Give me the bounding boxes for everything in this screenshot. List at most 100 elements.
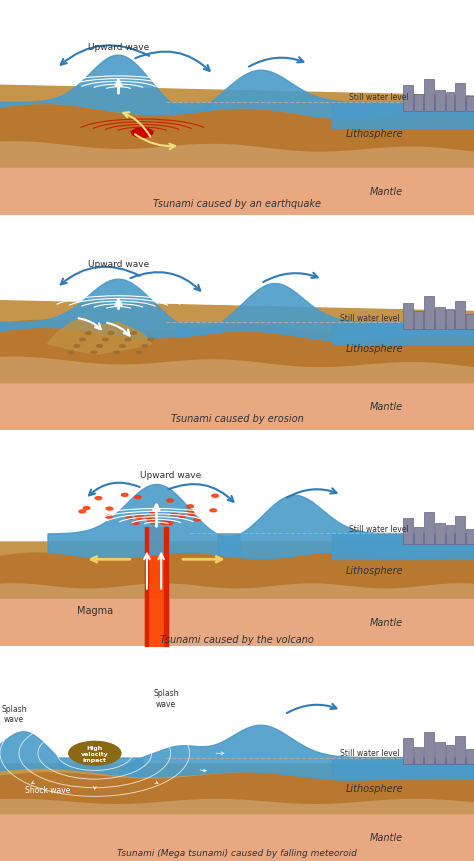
- Circle shape: [146, 494, 152, 498]
- Text: Mantle: Mantle: [370, 402, 403, 412]
- Polygon shape: [414, 527, 423, 545]
- Circle shape: [137, 351, 142, 355]
- Polygon shape: [403, 86, 413, 112]
- Polygon shape: [466, 314, 474, 329]
- Circle shape: [69, 741, 121, 765]
- Text: Tsunami caused by erosion: Tsunami caused by erosion: [171, 414, 303, 424]
- Circle shape: [91, 351, 97, 355]
- Polygon shape: [424, 80, 434, 112]
- Polygon shape: [446, 310, 454, 329]
- Text: Shock wave: Shock wave: [25, 785, 70, 794]
- Polygon shape: [414, 95, 423, 112]
- Polygon shape: [403, 518, 413, 545]
- Text: Still water level: Still water level: [340, 313, 400, 322]
- Circle shape: [170, 519, 177, 522]
- Circle shape: [100, 503, 107, 505]
- Circle shape: [228, 502, 235, 505]
- Circle shape: [140, 514, 146, 517]
- Text: Tsunami (Mega tsunami) caused by falling meteoroid: Tsunami (Mega tsunami) caused by falling…: [117, 847, 357, 857]
- Circle shape: [140, 507, 147, 511]
- Circle shape: [204, 511, 210, 513]
- Text: Mantle: Mantle: [370, 617, 403, 627]
- Circle shape: [238, 505, 245, 507]
- Circle shape: [143, 506, 150, 510]
- Circle shape: [150, 516, 156, 518]
- Polygon shape: [0, 383, 474, 430]
- Circle shape: [173, 499, 180, 501]
- Polygon shape: [435, 742, 445, 765]
- Circle shape: [74, 345, 80, 348]
- Text: Mantle: Mantle: [370, 187, 403, 196]
- Circle shape: [212, 514, 219, 517]
- Circle shape: [75, 498, 82, 501]
- Polygon shape: [0, 814, 474, 861]
- Circle shape: [189, 507, 195, 511]
- Circle shape: [97, 345, 102, 348]
- Polygon shape: [47, 319, 152, 355]
- Circle shape: [119, 345, 125, 348]
- Polygon shape: [455, 517, 465, 545]
- Text: Still water level: Still water level: [349, 93, 409, 102]
- Polygon shape: [424, 512, 434, 545]
- Polygon shape: [446, 745, 454, 765]
- Circle shape: [107, 513, 113, 517]
- Text: Tsunami caused by the volcano: Tsunami caused by the volcano: [160, 635, 314, 645]
- Text: Mantle: Mantle: [370, 833, 403, 842]
- Text: Splash
wave: Splash wave: [1, 703, 27, 723]
- Polygon shape: [455, 84, 465, 112]
- Polygon shape: [435, 90, 445, 112]
- Circle shape: [131, 492, 138, 495]
- Text: Still water level: Still water level: [340, 748, 400, 757]
- Circle shape: [142, 345, 148, 348]
- Text: Lithosphere: Lithosphere: [345, 783, 403, 793]
- Polygon shape: [0, 168, 474, 215]
- Polygon shape: [424, 732, 434, 765]
- Polygon shape: [455, 301, 465, 329]
- Text: High
velocity
impact: High velocity impact: [81, 745, 109, 762]
- Circle shape: [100, 512, 107, 516]
- Polygon shape: [435, 308, 445, 329]
- Text: Lithosphere: Lithosphere: [345, 344, 403, 354]
- Circle shape: [68, 351, 74, 355]
- Polygon shape: [435, 523, 445, 545]
- Polygon shape: [466, 749, 474, 765]
- Circle shape: [136, 510, 143, 512]
- Text: Upward wave: Upward wave: [140, 471, 201, 480]
- Polygon shape: [466, 530, 474, 545]
- Circle shape: [89, 507, 96, 510]
- Polygon shape: [446, 92, 454, 112]
- Text: Upward wave: Upward wave: [88, 42, 149, 52]
- Circle shape: [114, 351, 119, 355]
- Circle shape: [148, 338, 154, 341]
- Circle shape: [76, 506, 83, 509]
- Polygon shape: [414, 747, 423, 765]
- Polygon shape: [414, 313, 423, 329]
- Circle shape: [125, 338, 131, 341]
- Circle shape: [131, 332, 137, 335]
- Circle shape: [85, 332, 91, 335]
- Circle shape: [108, 332, 114, 335]
- Circle shape: [128, 511, 135, 515]
- Polygon shape: [446, 525, 454, 545]
- Polygon shape: [466, 97, 474, 112]
- Polygon shape: [424, 297, 434, 329]
- Polygon shape: [455, 736, 465, 765]
- Circle shape: [132, 129, 153, 138]
- Text: Splash
wave: Splash wave: [153, 689, 179, 708]
- Text: Upward wave: Upward wave: [88, 260, 149, 269]
- Circle shape: [118, 499, 125, 501]
- Circle shape: [102, 338, 108, 341]
- Circle shape: [221, 504, 228, 506]
- Text: Lithosphere: Lithosphere: [345, 128, 403, 139]
- Circle shape: [126, 510, 133, 513]
- Circle shape: [106, 514, 113, 517]
- Polygon shape: [403, 738, 413, 765]
- Polygon shape: [403, 303, 413, 329]
- Text: Still water level: Still water level: [349, 524, 409, 533]
- Text: Magma: Magma: [77, 605, 113, 616]
- Polygon shape: [0, 598, 474, 646]
- Circle shape: [80, 338, 85, 341]
- Circle shape: [128, 514, 135, 517]
- Text: Lithosphere: Lithosphere: [345, 566, 403, 575]
- Circle shape: [103, 509, 110, 511]
